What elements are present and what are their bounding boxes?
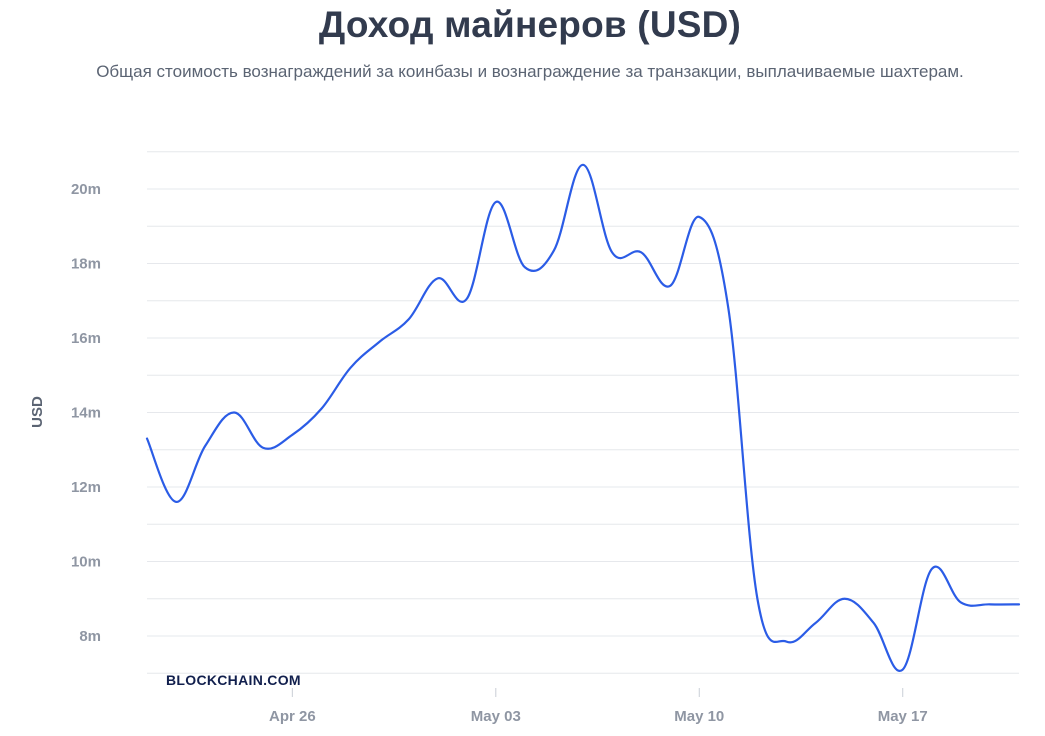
x-tick-label: May 03 [471, 708, 521, 725]
chart-subtitle: Общая стоимость вознаграждений за коинба… [96, 62, 964, 81]
x-tick-label: May 10 [674, 708, 724, 725]
chart-title: Доход майнеров (USD) [318, 4, 742, 45]
series-layer [145, 163, 1021, 673]
y-tick-label: 16m [71, 330, 101, 347]
y-tick-label: 20m [71, 181, 101, 198]
x-tick-label: May 17 [878, 708, 928, 725]
blockchain-logo-text: BLOCKCHAIN.COM [166, 672, 301, 688]
y-axis-title: USD [29, 396, 46, 428]
y-axis: 8m 10m 12m 14m 16m 18m 20m [71, 181, 101, 645]
x-tick-label: Apr 26 [269, 708, 316, 725]
series-line [145, 163, 1021, 673]
x-axis: Apr 26 May 03 May 10 May 17 [269, 688, 928, 725]
grid-layer [147, 151, 1019, 674]
y-tick-label: 12m [71, 479, 101, 496]
y-tick-label: 14m [71, 405, 101, 422]
y-tick-label: 10m [71, 554, 101, 571]
y-tick-label: 8m [79, 628, 101, 645]
y-tick-label: 18m [71, 256, 101, 273]
